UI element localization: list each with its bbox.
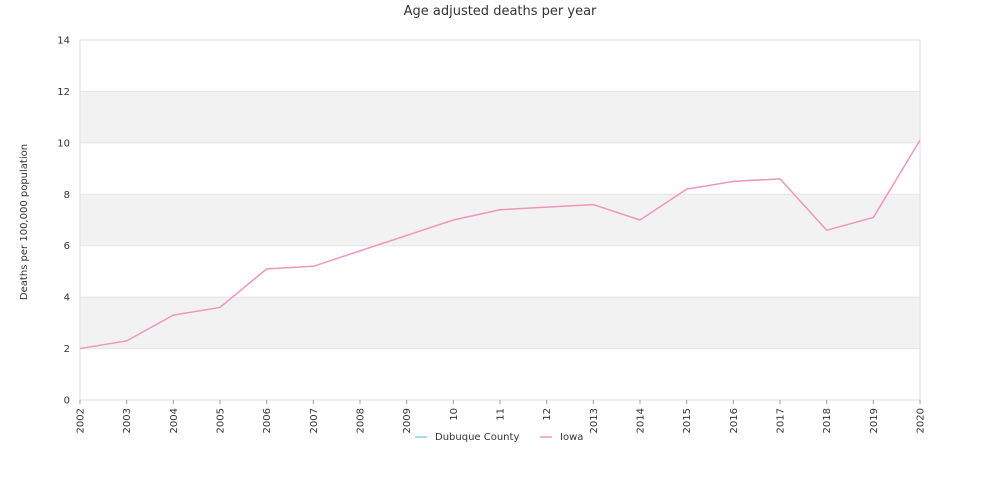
y-tick-label: 8 [64, 190, 70, 201]
x-axis-ticks: 2002 2003 2004 2005 2006 2007 2008 2009 10 11 12 20… [76, 400, 927, 433]
x-tick-label: 2002 [76, 408, 87, 433]
x-tick-label: 2017 [776, 408, 787, 433]
grid-band [80, 91, 920, 143]
x-tick-label: 2018 [822, 408, 833, 433]
x-tick-label: 2005 [216, 408, 227, 433]
x-tick-label: 2013 [589, 408, 600, 433]
y-tick-label: 14 [57, 36, 70, 47]
y-tick-label: 4 [64, 293, 70, 304]
x-tick-label: 11 [496, 408, 507, 421]
x-tick-label: 2019 [869, 408, 880, 433]
grid-band [80, 194, 920, 246]
x-tick-label: 2014 [636, 408, 647, 433]
x-tick-label: 2007 [309, 408, 320, 433]
y-tick-label: 10 [57, 138, 70, 149]
legend-label: Dubuque County [435, 432, 519, 443]
grid-bands [80, 91, 920, 349]
y-tick-label: 12 [57, 87, 70, 98]
x-tick-label: 2008 [356, 408, 367, 433]
x-tick-label: 2016 [729, 408, 740, 433]
x-tick-label: 2004 [169, 408, 180, 433]
series-line-iowa [79, 139, 921, 350]
grid-band [80, 297, 920, 349]
x-tick-label: 10 [449, 408, 460, 421]
x-tick-label: 2020 [916, 408, 927, 433]
x-tick-label: 2006 [262, 408, 273, 433]
x-tick-label: 2009 [402, 408, 413, 433]
x-tick-label: 12 [542, 408, 553, 421]
y-tick-label: 2 [64, 344, 70, 355]
y-tick-label: 0 [64, 396, 70, 407]
legend: Dubuque County Iowa [415, 432, 583, 443]
legend-label: Iowa [560, 432, 583, 443]
x-tick-label: 2003 [122, 408, 133, 433]
series-layer [79, 139, 921, 350]
y-axis-ticks: 0 2 4 6 8 10 12 14 [57, 36, 70, 407]
y-axis-label: Deaths per 100,000 population [19, 144, 30, 300]
x-tick-label: 2015 [682, 408, 693, 433]
y-tick-label: 6 [64, 241, 70, 252]
chart-title: Age adjusted deaths per year [404, 4, 597, 19]
